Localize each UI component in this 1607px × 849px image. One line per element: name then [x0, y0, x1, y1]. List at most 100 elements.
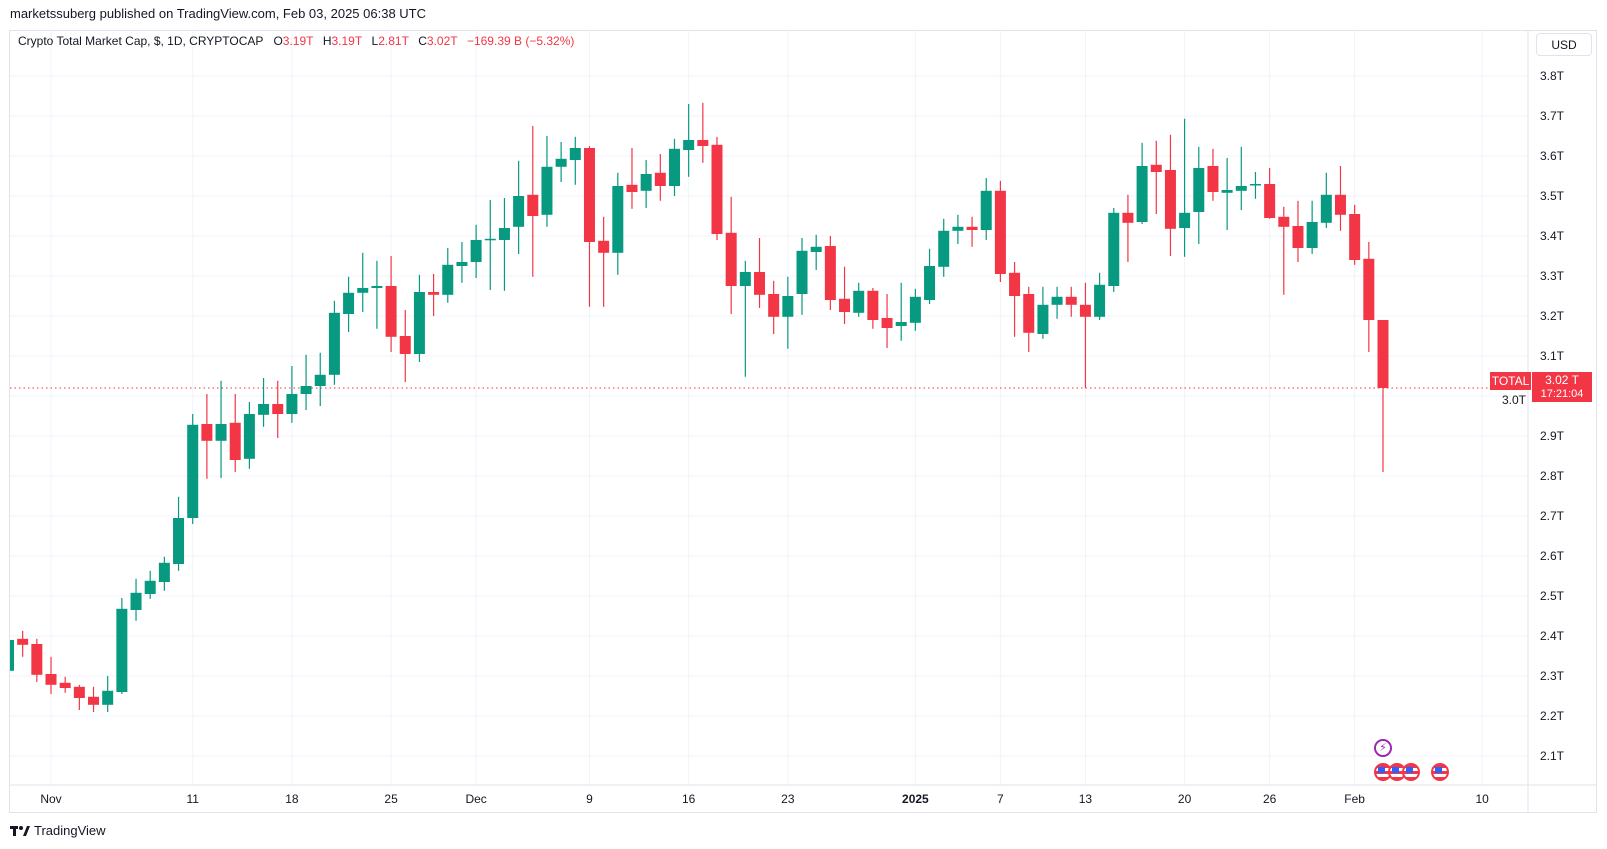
candle-body-up[interactable]: [456, 262, 468, 266]
candle-body-down[interactable]: [59, 682, 71, 688]
candle-body-up[interactable]: [1235, 186, 1247, 191]
candle-body-up[interactable]: [314, 374, 326, 386]
lightning-event-icon[interactable]: ⚡: [1374, 739, 1392, 757]
candle-body-down[interactable]: [73, 686, 85, 698]
symbol-title[interactable]: Crypto Total Market Cap, $, 1D, CRYPTOCA…: [18, 34, 264, 48]
candle-body-up[interactable]: [215, 424, 227, 441]
candle-body-down[interactable]: [201, 424, 213, 441]
candle-body-up[interactable]: [909, 296, 921, 323]
candle-body-up[interactable]: [116, 608, 128, 692]
candle-body-down[interactable]: [867, 290, 879, 320]
candle-body-up[interactable]: [924, 266, 936, 300]
candle-body-down[interactable]: [881, 318, 893, 328]
candle-body-up[interactable]: [484, 238, 496, 241]
candle-body-down[interactable]: [1207, 166, 1219, 192]
candle-body-down[interactable]: [88, 696, 100, 705]
candle-body-up[interactable]: [1094, 284, 1106, 317]
candle-body-down[interactable]: [654, 172, 666, 186]
candle-body-up[interactable]: [1051, 296, 1063, 305]
candle-body-up[interactable]: [328, 312, 340, 375]
candle-body-up[interactable]: [980, 190, 992, 230]
candle-body-up[interactable]: [938, 230, 950, 267]
candle-body-up[interactable]: [470, 240, 482, 262]
candle-body-down[interactable]: [385, 286, 397, 337]
currency-button[interactable]: USD: [1536, 33, 1592, 56]
candle-body-up[interactable]: [668, 148, 680, 186]
candle-body-up[interactable]: [1108, 212, 1120, 286]
candle-body-up[interactable]: [1249, 184, 1261, 186]
candle-body-up[interactable]: [853, 290, 865, 313]
candle-body-up[interactable]: [569, 148, 581, 160]
candle-body-up[interactable]: [952, 226, 964, 231]
candle-body-up[interactable]: [1320, 194, 1332, 223]
candle-body-up[interactable]: [895, 322, 907, 326]
candle-body-up[interactable]: [413, 292, 425, 354]
us-flag-event-icon[interactable]: [1402, 763, 1420, 781]
candle-body-up[interactable]: [541, 166, 553, 215]
candle-body-down[interactable]: [428, 292, 440, 295]
candle-body-down[interactable]: [725, 232, 737, 286]
candle-body-down[interactable]: [824, 246, 836, 300]
candle-body-down[interactable]: [994, 190, 1006, 274]
candle-body-up[interactable]: [158, 562, 170, 582]
candle-body-down[interactable]: [399, 336, 411, 354]
candle-body-up[interactable]: [1306, 222, 1318, 248]
candle-body-up[interactable]: [1179, 212, 1191, 228]
candle-body-up[interactable]: [1221, 190, 1233, 193]
candle-body-up[interactable]: [173, 518, 185, 564]
candle-body-up[interactable]: [102, 690, 114, 705]
tradingview-logo[interactable]: TradingView: [10, 823, 106, 838]
candle-body-up[interactable]: [782, 296, 794, 317]
price-axis[interactable]: 2.1T 2.2T 2.3T 2.4T 2.5T 2.6T 2.7T 2.8T 2.9T 3.0T…: [1502, 69, 1565, 763]
candle-body-down[interactable]: [1264, 184, 1276, 218]
candle-body-down[interactable]: [17, 638, 29, 645]
candle-body-down[interactable]: [1164, 170, 1176, 229]
candle-body-down[interactable]: [626, 184, 638, 192]
candle-body-up[interactable]: [498, 228, 510, 240]
candle-body-up[interactable]: [442, 264, 454, 295]
candle-body-down[interactable]: [1079, 304, 1091, 317]
candle-body-up[interactable]: [1193, 168, 1205, 212]
candle-body-up[interactable]: [1136, 166, 1148, 222]
candle-body-down[interactable]: [839, 298, 851, 312]
candle-body-down[interactable]: [697, 140, 709, 146]
candle-body-down[interactable]: [1334, 194, 1346, 215]
candle-body-down[interactable]: [583, 148, 595, 242]
candle-body-up[interactable]: [612, 186, 624, 253]
candle-body-up[interactable]: [796, 250, 808, 294]
candle-body-down[interactable]: [1023, 294, 1035, 333]
candle-body-down[interactable]: [1150, 164, 1162, 172]
candle-body-up[interactable]: [187, 424, 199, 518]
candle-body-down[interactable]: [1122, 212, 1134, 223]
candle-body-up[interactable]: [640, 174, 652, 191]
candle-body-up[interactable]: [357, 288, 369, 293]
candle-body-down[interactable]: [966, 226, 978, 230]
candle-body-down[interactable]: [272, 404, 284, 414]
candle-body-down[interactable]: [1377, 320, 1389, 388]
candle-body-down[interactable]: [1065, 296, 1077, 305]
candle-body-down[interactable]: [1278, 216, 1290, 227]
candle-body-up[interactable]: [258, 404, 270, 415]
candle-body-up[interactable]: [739, 272, 751, 286]
candle-body-down[interactable]: [527, 194, 539, 216]
candle-body-up[interactable]: [371, 286, 383, 288]
candle-body-down[interactable]: [754, 272, 766, 295]
candle-body-up[interactable]: [683, 140, 695, 150]
candle-body-down[interactable]: [768, 294, 780, 317]
candle-body-down[interactable]: [598, 240, 610, 253]
candle-body-down[interactable]: [45, 674, 57, 685]
candle-body-down[interactable]: [31, 644, 43, 675]
candle-body-up[interactable]: [286, 394, 298, 414]
candle-body-down[interactable]: [711, 144, 723, 234]
us-flag-event-icon[interactable]: [1431, 763, 1449, 781]
candle-body-up[interactable]: [300, 386, 312, 394]
candle-body-down[interactable]: [1363, 258, 1375, 320]
candle-body-up[interactable]: [513, 196, 525, 227]
candle-body-up[interactable]: [243, 414, 255, 459]
candle-body-up[interactable]: [555, 158, 567, 167]
candle-body-up[interactable]: [144, 580, 156, 594]
candle-body-up[interactable]: [1037, 304, 1049, 334]
candle-body-down[interactable]: [1292, 226, 1304, 248]
candle-body-down[interactable]: [1009, 272, 1021, 296]
